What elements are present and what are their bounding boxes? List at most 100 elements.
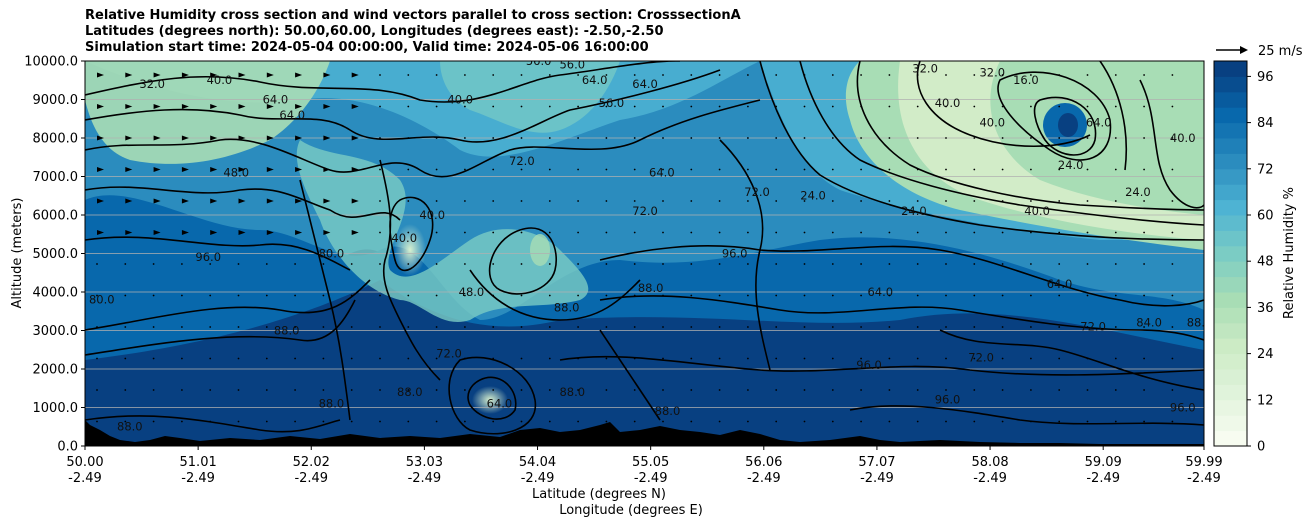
- wind-vector: [1143, 389, 1145, 391]
- x-tick-label-latitude: 59.09: [1085, 455, 1122, 470]
- wind-vector: [351, 135, 359, 141]
- wind-vector: [464, 137, 466, 139]
- wind-vector: [1171, 74, 1174, 76]
- humidity-dry-pocket-3: [530, 234, 550, 266]
- wind-vector: [237, 420, 240, 423]
- quiver-key-arrowhead: [1240, 46, 1248, 54]
- wind-vector: [1058, 231, 1061, 234]
- wind-vector: [973, 326, 976, 328]
- wind-vector: [662, 294, 664, 297]
- plot-area: 32.0 40.064.064.048.056.0 56.064.0 64.056.0…: [85, 61, 1204, 446]
- wind-vector: [492, 263, 495, 265]
- wind-vector: [831, 294, 834, 297]
- wind-vector: [350, 357, 353, 360]
- wind-vector: [916, 294, 919, 297]
- wind-vector: [747, 231, 749, 234]
- wind-vector: [351, 198, 359, 204]
- wind-vector: [775, 200, 778, 202]
- wind-vector: [605, 263, 608, 265]
- wind-vector: [1001, 294, 1004, 297]
- wind-vector: [435, 105, 438, 108]
- contour-line: [599, 329, 661, 421]
- wind-vector: [464, 263, 466, 265]
- wind-vector: [350, 326, 353, 328]
- wind-vector: [775, 294, 778, 297]
- contour-label: 72.0: [968, 350, 994, 364]
- wind-vector: [464, 105, 466, 108]
- wind-vector: [605, 420, 608, 423]
- contour-line: [856, 61, 1204, 211]
- wind-vector: [916, 263, 919, 265]
- contour-label: 64.0: [279, 108, 305, 122]
- wind-vector: [379, 326, 381, 328]
- wind-vector: [548, 168, 551, 171]
- contour-label: 96.0: [856, 358, 882, 372]
- wind-vector: [435, 263, 438, 265]
- wind-vector: [1001, 326, 1004, 328]
- wind-vector: [1143, 294, 1145, 297]
- wind-vector: [209, 326, 212, 328]
- wind-vector: [1001, 200, 1004, 202]
- wind-vector: [1001, 231, 1004, 234]
- wind-vector: [973, 263, 976, 265]
- wind-vector: [266, 230, 274, 235]
- wind-vector: [350, 420, 353, 423]
- wind-vector: [747, 105, 749, 108]
- x-tick-label-longitude: -2.49: [747, 471, 781, 486]
- wind-vector: [888, 263, 891, 265]
- wind-vector: [548, 389, 551, 391]
- wind-vector: [351, 167, 359, 172]
- wind-vector: [322, 263, 325, 265]
- wind-vector: [1058, 326, 1061, 328]
- wind-vector: [831, 231, 834, 234]
- wind-vector: [633, 74, 636, 76]
- wind-vector: [265, 294, 268, 297]
- wind-vector: [803, 389, 806, 391]
- wind-vector: [351, 104, 359, 109]
- wind-vector: [322, 420, 325, 423]
- wind-vector: [1030, 168, 1032, 171]
- wind-vector: [124, 389, 127, 391]
- wind-vector: [860, 231, 862, 234]
- wind-vector: [153, 135, 161, 141]
- x-tick-label-latitude: 53.03: [406, 455, 443, 470]
- wind-vector: [1114, 231, 1117, 234]
- wind-vector: [1171, 263, 1174, 265]
- wind-vector: [633, 137, 636, 139]
- wind-vector: [520, 168, 523, 171]
- wind-vector: [181, 263, 183, 265]
- wind-vector: [407, 389, 410, 391]
- contour-label: 40.0: [419, 208, 445, 222]
- contour-label: 40.0: [391, 231, 417, 245]
- colorbar-tick-label: 84: [1257, 116, 1274, 131]
- contour-label: 32.0: [912, 62, 938, 76]
- wind-vector: [209, 357, 212, 360]
- wind-vector: [520, 200, 523, 202]
- wind-vector: [492, 74, 495, 76]
- contour-line: [85, 236, 351, 271]
- wind-vector: [747, 74, 749, 76]
- wind-vector: [1001, 168, 1004, 171]
- wind-vector: [294, 294, 296, 297]
- wind-vector: [775, 168, 778, 171]
- wind-vector: [237, 326, 240, 328]
- wind-vector: [633, 263, 636, 265]
- wind-vector: [548, 326, 551, 328]
- wind-vector: [888, 294, 891, 297]
- wind-vector: [323, 72, 331, 78]
- humidity-region-mid-teal: [296, 140, 589, 323]
- wind-vector: [407, 231, 410, 234]
- contour-label: 80.0: [319, 246, 345, 260]
- wind-vector: [605, 105, 608, 108]
- wind-vector: [973, 389, 976, 391]
- wind-vector: [548, 137, 551, 139]
- contour-line: [85, 299, 356, 356]
- wind-vector: [237, 357, 240, 360]
- wind-vector: [181, 294, 183, 297]
- wind-vector: [435, 231, 438, 234]
- wind-vector: [548, 105, 551, 108]
- wind-vector: [125, 104, 133, 109]
- wind-vector: [294, 357, 296, 360]
- wind-vector: [718, 326, 721, 328]
- wind-vector: [605, 326, 608, 328]
